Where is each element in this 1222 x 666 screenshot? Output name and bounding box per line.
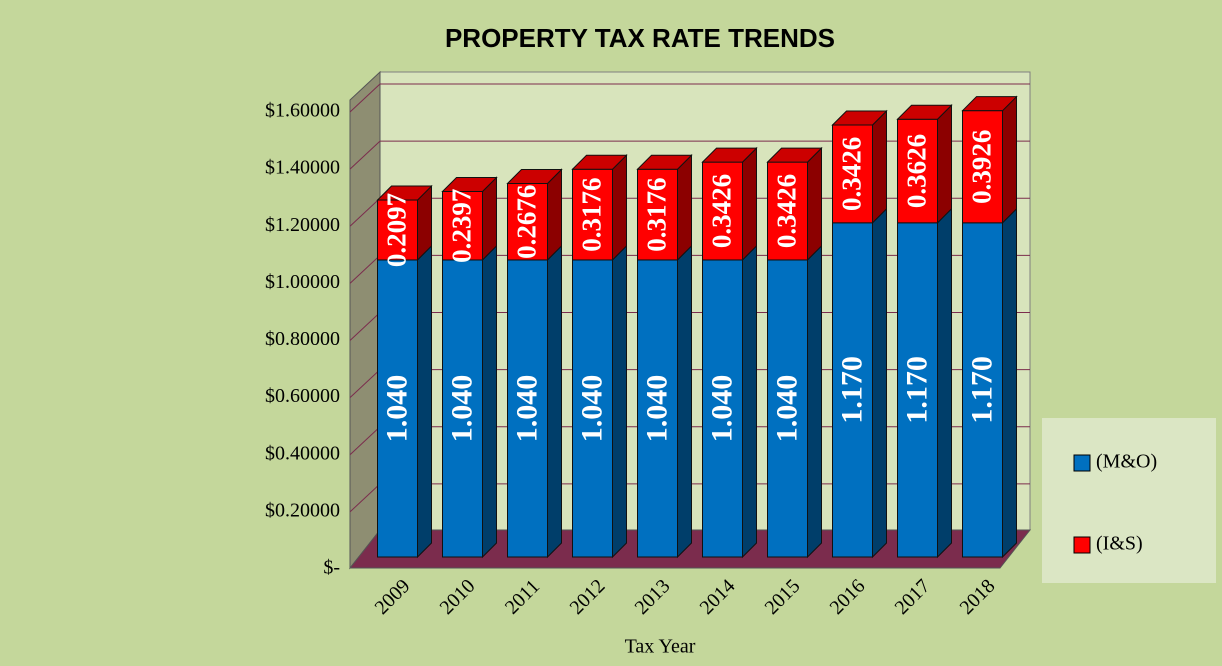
bar-top xyxy=(506,169,563,185)
bar-side xyxy=(742,146,757,262)
bar xyxy=(377,259,418,558)
y-tick-label: $1.20000 xyxy=(265,214,340,236)
bar xyxy=(507,183,548,261)
value-label: 0.3176 xyxy=(642,177,672,251)
bar-side xyxy=(677,244,692,559)
grid-line xyxy=(349,312,381,341)
value-label: 1.170 xyxy=(965,356,998,424)
bar-side xyxy=(872,207,887,559)
bar xyxy=(572,259,613,558)
bar-top xyxy=(766,147,823,163)
legend-swatch xyxy=(1073,536,1091,554)
bar xyxy=(442,190,483,261)
grid-line xyxy=(349,255,381,284)
value-label: 0.3426 xyxy=(707,174,737,248)
x-axis-title: Tax Year xyxy=(625,636,696,658)
legend-label: (I&S) xyxy=(1096,533,1143,555)
bar-side xyxy=(807,146,822,262)
y-tick-label: $1.60000 xyxy=(265,100,340,122)
value-label: 1.040 xyxy=(380,375,413,443)
grid-line xyxy=(349,369,381,398)
bar-side xyxy=(482,244,497,559)
bar-top xyxy=(701,147,758,163)
value-label: 1.040 xyxy=(640,375,673,443)
bar-side xyxy=(612,154,627,262)
chart-title: PROPERTY TAX RATE TRENDS xyxy=(445,23,835,53)
bar-side xyxy=(1002,207,1017,559)
bar-side xyxy=(677,154,692,262)
y-tick-label: $1.00000 xyxy=(265,271,340,293)
bar xyxy=(962,222,1003,558)
value-label: 1.040 xyxy=(705,375,738,443)
bar-side xyxy=(1002,95,1017,225)
y-tick-label: $0.60000 xyxy=(265,385,340,407)
y-tick-label: $- xyxy=(323,557,340,579)
value-label: 0.3176 xyxy=(577,177,607,251)
bar-side xyxy=(937,207,952,559)
bar-side xyxy=(742,244,757,559)
bar xyxy=(962,110,1003,224)
grid-line xyxy=(349,426,381,456)
bar xyxy=(572,168,613,261)
value-label: 0.2097 xyxy=(382,193,412,267)
bar-top xyxy=(571,154,628,170)
value-label: 1.040 xyxy=(770,375,803,443)
value-label: 1.040 xyxy=(445,375,478,443)
bar xyxy=(507,259,548,558)
value-label: 0.3626 xyxy=(902,134,932,208)
value-label: 0.2676 xyxy=(512,185,542,259)
bar-top xyxy=(636,154,693,170)
value-label: 0.3426 xyxy=(837,137,867,211)
y-tick-label: $0.20000 xyxy=(265,499,340,521)
bar-side xyxy=(547,168,562,262)
value-label: 1.170 xyxy=(835,356,868,424)
bar xyxy=(377,199,418,261)
legend-swatch xyxy=(1073,454,1091,472)
bar-side xyxy=(612,244,627,559)
value-label: 1.170 xyxy=(900,356,933,424)
value-label: 1.040 xyxy=(510,375,543,443)
bar-side xyxy=(547,244,562,559)
value-label: 1.040 xyxy=(575,375,608,443)
y-tick-label: $0.80000 xyxy=(265,328,340,350)
bar xyxy=(637,259,678,558)
value-label: 0.3926 xyxy=(967,130,997,204)
grid-line xyxy=(349,483,381,513)
grid-line xyxy=(349,140,381,170)
value-label: 0.2397 xyxy=(447,189,477,263)
side-wall xyxy=(349,70,381,570)
y-tick-label: $0.40000 xyxy=(265,442,340,464)
value-label: 0.3426 xyxy=(772,174,802,248)
bar-side xyxy=(937,104,952,225)
y-tick-label: $1.40000 xyxy=(265,157,340,179)
bar-side xyxy=(807,244,822,559)
bar-top xyxy=(441,176,498,192)
legend-label: (M&O) xyxy=(1096,451,1157,473)
grid-line xyxy=(349,83,381,113)
bar-side xyxy=(872,109,887,225)
bar-side xyxy=(417,244,432,559)
bar-top xyxy=(376,185,433,201)
grid-line xyxy=(349,197,381,227)
bar xyxy=(702,259,743,558)
bar-top xyxy=(831,110,888,126)
legend-box xyxy=(1042,418,1216,583)
bar-top xyxy=(961,96,1018,112)
bar-top xyxy=(896,104,953,120)
